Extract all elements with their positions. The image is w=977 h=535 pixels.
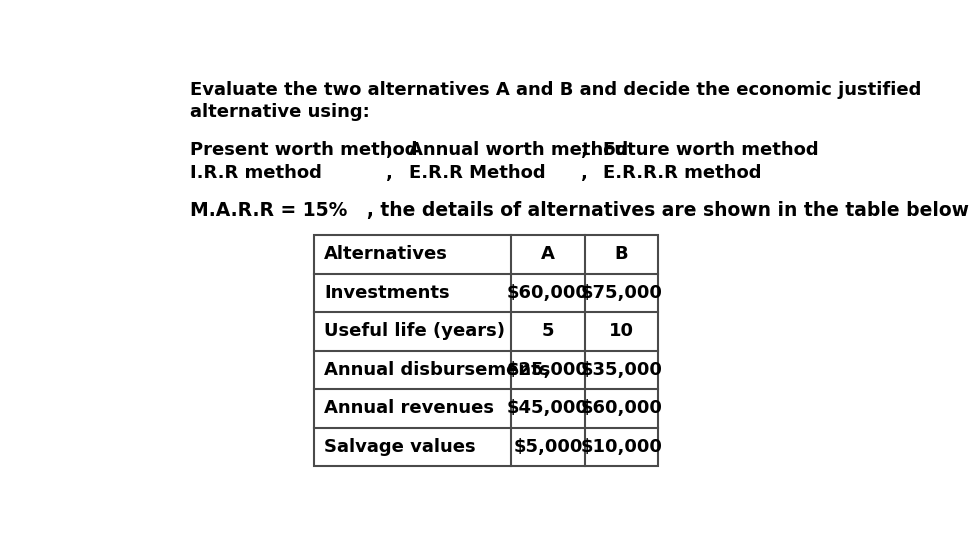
Text: Useful life (years): Useful life (years): [324, 323, 505, 340]
Text: $35,000: $35,000: [580, 361, 662, 379]
Text: ,: ,: [581, 141, 588, 159]
Text: $75,000: $75,000: [580, 284, 662, 302]
Text: Present worth method: Present worth method: [191, 141, 418, 159]
Text: ,: ,: [386, 141, 393, 159]
Text: $10,000: $10,000: [580, 438, 662, 456]
Text: A: A: [541, 246, 555, 263]
Text: Annual disbursements: Annual disbursements: [324, 361, 551, 379]
Text: $25,000: $25,000: [507, 361, 589, 379]
Text: Salvage values: Salvage values: [324, 438, 476, 456]
Text: Annual revenues: Annual revenues: [324, 400, 494, 417]
Text: Future worth method: Future worth method: [603, 141, 819, 159]
Text: E.R.R.R method: E.R.R.R method: [603, 164, 761, 182]
Text: Annual worth method: Annual worth method: [409, 141, 628, 159]
Text: ,: ,: [386, 164, 393, 182]
Text: 10: 10: [609, 323, 634, 340]
Bar: [314, 235, 658, 466]
Text: Investments: Investments: [324, 284, 450, 302]
Text: I.R.R method: I.R.R method: [191, 164, 322, 182]
Text: Evaluate the two alternatives A and B and decide the economic justified: Evaluate the two alternatives A and B an…: [191, 81, 921, 99]
Text: 5: 5: [541, 323, 554, 340]
Text: M.A.R.R = 15%   , the details of alternatives are shown in the table below: M.A.R.R = 15% , the details of alternati…: [191, 201, 969, 220]
Text: B: B: [615, 246, 628, 263]
Text: $5,000: $5,000: [513, 438, 582, 456]
Text: E.R.R Method: E.R.R Method: [409, 164, 545, 182]
Text: $45,000: $45,000: [507, 400, 589, 417]
Text: $60,000: $60,000: [507, 284, 589, 302]
Text: $60,000: $60,000: [580, 400, 662, 417]
Text: ,: ,: [581, 164, 588, 182]
Text: alternative using:: alternative using:: [191, 103, 370, 121]
Text: Alternatives: Alternatives: [324, 246, 448, 263]
